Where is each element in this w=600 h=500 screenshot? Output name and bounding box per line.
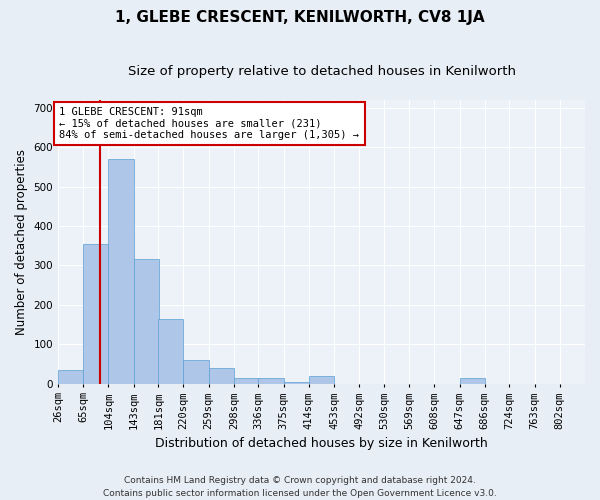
Title: Size of property relative to detached houses in Kenilworth: Size of property relative to detached ho… <box>128 65 515 78</box>
Bar <box>184 360 209 384</box>
Bar <box>58 370 83 384</box>
Bar <box>209 368 234 384</box>
X-axis label: Distribution of detached houses by size in Kenilworth: Distribution of detached houses by size … <box>155 437 488 450</box>
Bar <box>309 376 334 384</box>
Bar <box>158 318 184 384</box>
Text: Contains HM Land Registry data © Crown copyright and database right 2024.
Contai: Contains HM Land Registry data © Crown c… <box>103 476 497 498</box>
Text: 1, GLEBE CRESCENT, KENILWORTH, CV8 1JA: 1, GLEBE CRESCENT, KENILWORTH, CV8 1JA <box>115 10 485 25</box>
Bar <box>83 244 109 384</box>
Bar <box>109 159 134 384</box>
Y-axis label: Number of detached properties: Number of detached properties <box>15 149 28 335</box>
Bar <box>284 382 309 384</box>
Bar <box>234 378 259 384</box>
Bar <box>259 378 284 384</box>
Text: 1 GLEBE CRESCENT: 91sqm
← 15% of detached houses are smaller (231)
84% of semi-d: 1 GLEBE CRESCENT: 91sqm ← 15% of detache… <box>59 107 359 140</box>
Bar <box>134 260 159 384</box>
Bar <box>460 378 485 384</box>
